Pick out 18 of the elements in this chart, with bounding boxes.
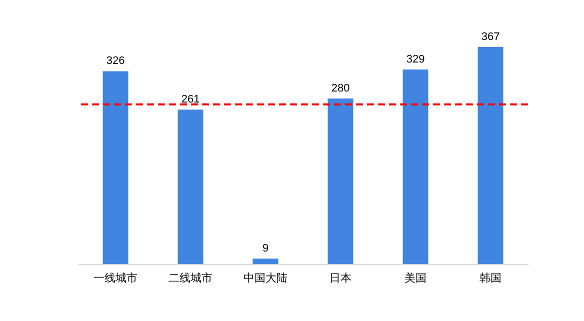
data-label: 9 bbox=[262, 242, 269, 255]
bar bbox=[252, 258, 278, 264]
x-tick-label: 一线城市 bbox=[94, 272, 138, 284]
x-tick-label: 韩国 bbox=[480, 272, 502, 284]
data-label: 329 bbox=[406, 53, 425, 66]
bar bbox=[402, 69, 428, 264]
x-tick-label: 二线城市 bbox=[168, 272, 212, 284]
x-tick-label: 日本 bbox=[330, 272, 352, 284]
x-tick-label: 美国 bbox=[404, 272, 426, 284]
bar bbox=[478, 47, 504, 264]
bar bbox=[102, 71, 128, 264]
data-label: 367 bbox=[481, 31, 500, 43]
bar bbox=[328, 98, 354, 264]
data-label: 280 bbox=[331, 82, 350, 94]
bar bbox=[178, 110, 204, 264]
data-label: 326 bbox=[106, 55, 125, 68]
x-tick-label: 中国大陆 bbox=[244, 272, 288, 284]
data-label: 261 bbox=[181, 94, 200, 106]
